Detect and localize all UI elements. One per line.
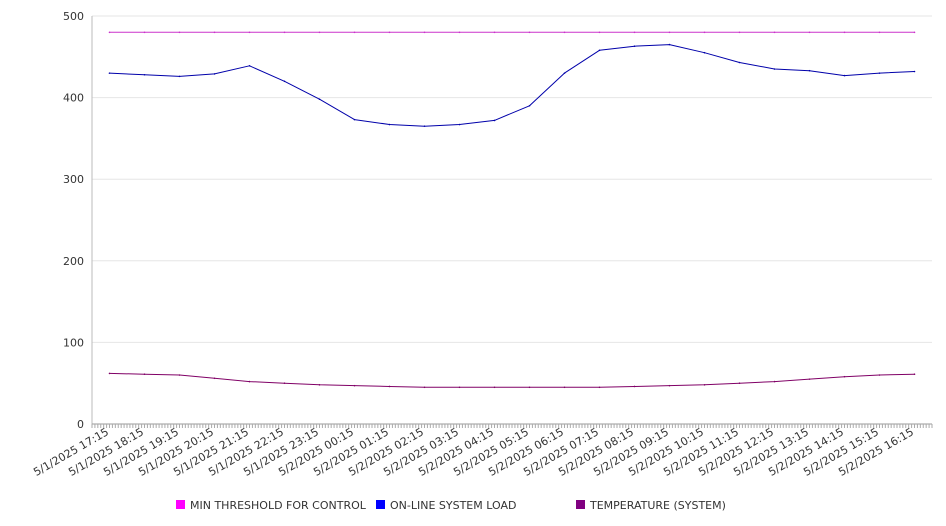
series-1-point <box>738 31 741 34</box>
series-3-point <box>878 374 881 376</box>
series-3-point <box>143 373 146 376</box>
series-3-point <box>668 384 671 387</box>
series-2-point <box>878 72 881 74</box>
legend-label-1: MIN THRESHOLD FOR CONTROL <box>190 499 367 512</box>
y-tick-label: 0 <box>77 418 84 431</box>
y-tick-label: 400 <box>63 92 84 105</box>
series-2-point <box>528 104 531 107</box>
series-3-point <box>388 385 391 388</box>
series-2-point <box>318 98 321 101</box>
legend-swatch-1 <box>176 500 185 509</box>
series-1-point <box>528 31 531 34</box>
series-3-point <box>423 386 426 389</box>
series-3-point <box>808 378 811 380</box>
legend-swatch-2 <box>376 500 385 509</box>
y-tick-label: 100 <box>63 336 84 349</box>
series-1-point <box>493 31 496 34</box>
series-2-point <box>458 123 461 126</box>
series-2-point <box>213 73 216 75</box>
series-1-point <box>458 31 461 34</box>
series-2-point <box>808 69 811 72</box>
series-2-point <box>353 118 356 121</box>
series-2-point <box>143 73 146 76</box>
series-1-point <box>353 31 356 34</box>
legend-label-2: ON-LINE SYSTEM LOAD <box>390 499 516 512</box>
series-3-point <box>248 380 251 383</box>
series-2-point <box>703 51 706 54</box>
series-1-point <box>178 31 181 34</box>
series-3-point <box>598 386 601 389</box>
y-tick-label: 500 <box>63 10 84 23</box>
series-2-point <box>388 123 391 126</box>
series-1-point <box>563 31 566 34</box>
series-1-point <box>668 31 671 34</box>
series-3-point <box>318 384 321 386</box>
series-1-point <box>773 31 776 34</box>
series-3-point <box>353 384 356 387</box>
series-1-point <box>878 31 881 34</box>
series-1-point <box>808 31 811 34</box>
series-3-point <box>773 380 776 383</box>
series-3-point <box>213 377 216 380</box>
series-2-point <box>423 125 426 127</box>
series-1-point <box>388 31 391 34</box>
series-2-point <box>668 43 671 46</box>
series-2-point <box>248 64 251 67</box>
y-tick-label: 200 <box>63 255 84 268</box>
series-3-point <box>458 386 461 389</box>
series-2-point <box>178 75 181 78</box>
series-1-point <box>213 31 216 34</box>
series-3-point <box>108 372 111 375</box>
series-3-point <box>283 382 286 385</box>
series-1-point <box>423 31 426 34</box>
series-3-point <box>738 382 741 385</box>
series-2-point <box>563 72 566 74</box>
series-1-point <box>283 31 286 34</box>
series-line-2 <box>109 44 915 127</box>
series-1-point <box>703 31 706 34</box>
series-3-point <box>913 373 916 376</box>
series-3-point <box>843 375 846 378</box>
series-3-point <box>703 384 706 386</box>
series-3-point <box>563 386 566 389</box>
series-1-point <box>318 31 321 34</box>
series-2-point <box>108 72 111 74</box>
series-line-3 <box>109 372 915 388</box>
series-2-point <box>913 70 916 73</box>
legend-label-3: TEMPERATURE (SYSTEM) <box>589 499 726 512</box>
series-1-point <box>143 31 146 34</box>
series-3-point <box>528 386 531 389</box>
series-3-point <box>633 385 636 388</box>
series-3-point <box>493 386 496 389</box>
series-2-point <box>283 80 286 83</box>
y-tick-label: 300 <box>63 173 84 186</box>
series-2-point <box>773 68 776 70</box>
series-1-point <box>843 31 846 34</box>
series-1-point <box>248 31 251 34</box>
series-3-point <box>178 374 181 376</box>
series-2-point <box>493 119 496 122</box>
series-1-point <box>913 31 916 34</box>
series-1-point <box>108 31 111 34</box>
series-1-point <box>598 31 601 34</box>
series-2-point <box>633 45 636 47</box>
series-2-point <box>738 61 741 64</box>
series-2-point <box>843 74 846 77</box>
legend-swatch-3 <box>576 500 585 509</box>
series-1-point <box>633 31 636 34</box>
series-2-point <box>598 49 601 52</box>
